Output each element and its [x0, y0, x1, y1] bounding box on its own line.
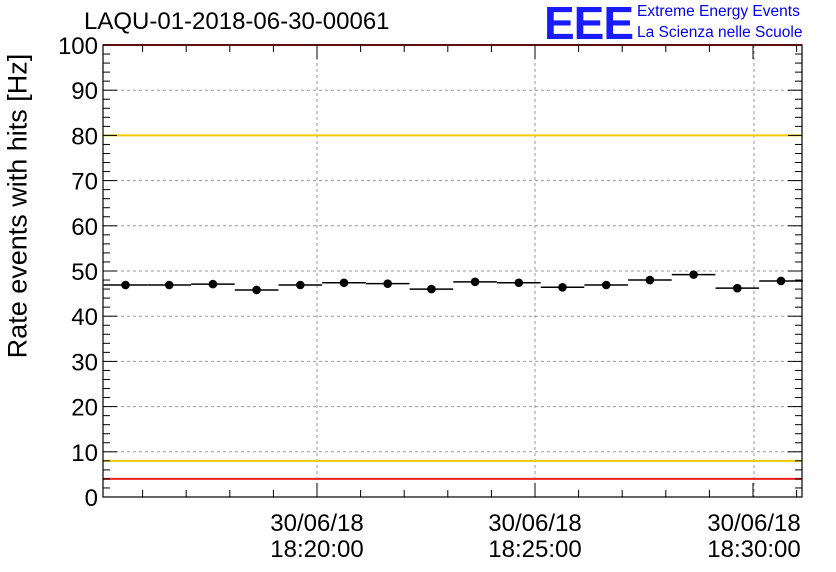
y-tick-label: 80: [71, 123, 98, 150]
y-tick-label: 50: [71, 259, 98, 286]
data-point: [121, 280, 130, 290]
data-point: [645, 275, 655, 285]
y-tick-label: 10: [71, 440, 98, 467]
data-point: [296, 280, 305, 290]
data-point: [776, 276, 786, 286]
data-point: [558, 282, 567, 292]
data-point: [514, 278, 524, 288]
data-point: [689, 270, 698, 279]
y-tick-label: 70: [71, 169, 98, 196]
data-point: [252, 285, 261, 295]
x-tick-label-date: 30/06/18: [488, 510, 581, 537]
logo-line-1: Extreme Energy Events: [637, 3, 800, 20]
x-tick-label-date: 30/06/18: [707, 510, 800, 537]
x-tick-label-date: 30/06/18: [270, 510, 363, 537]
y-tick-label: 40: [71, 304, 98, 331]
data-point: [208, 279, 218, 289]
x-tick-label-time: 18:30:00: [707, 536, 800, 563]
y-tick-label: 90: [71, 78, 98, 105]
y-tick-label: 30: [71, 349, 98, 376]
data-point: [164, 280, 174, 290]
data-point: [339, 278, 349, 288]
x-tick-label-time: 18:20:00: [270, 536, 363, 563]
logo-line-2: La Scienza nelle Scuole: [637, 24, 803, 41]
y-tick-label: 20: [71, 395, 98, 422]
data-point: [383, 279, 393, 288]
x-tick-label-time: 18:25:00: [488, 536, 581, 563]
chart-title: LAQU-01-2018-06-30-00061: [84, 8, 390, 35]
data-point: [733, 283, 742, 293]
y-tick-label: 0: [85, 485, 98, 512]
data-point: [601, 280, 611, 290]
y-tick-label: 100: [58, 33, 98, 60]
data-point: [427, 284, 436, 294]
eee-logo-mark: EEE: [544, 0, 634, 49]
data-point: [470, 277, 480, 287]
y-tick-label: 60: [71, 214, 98, 241]
